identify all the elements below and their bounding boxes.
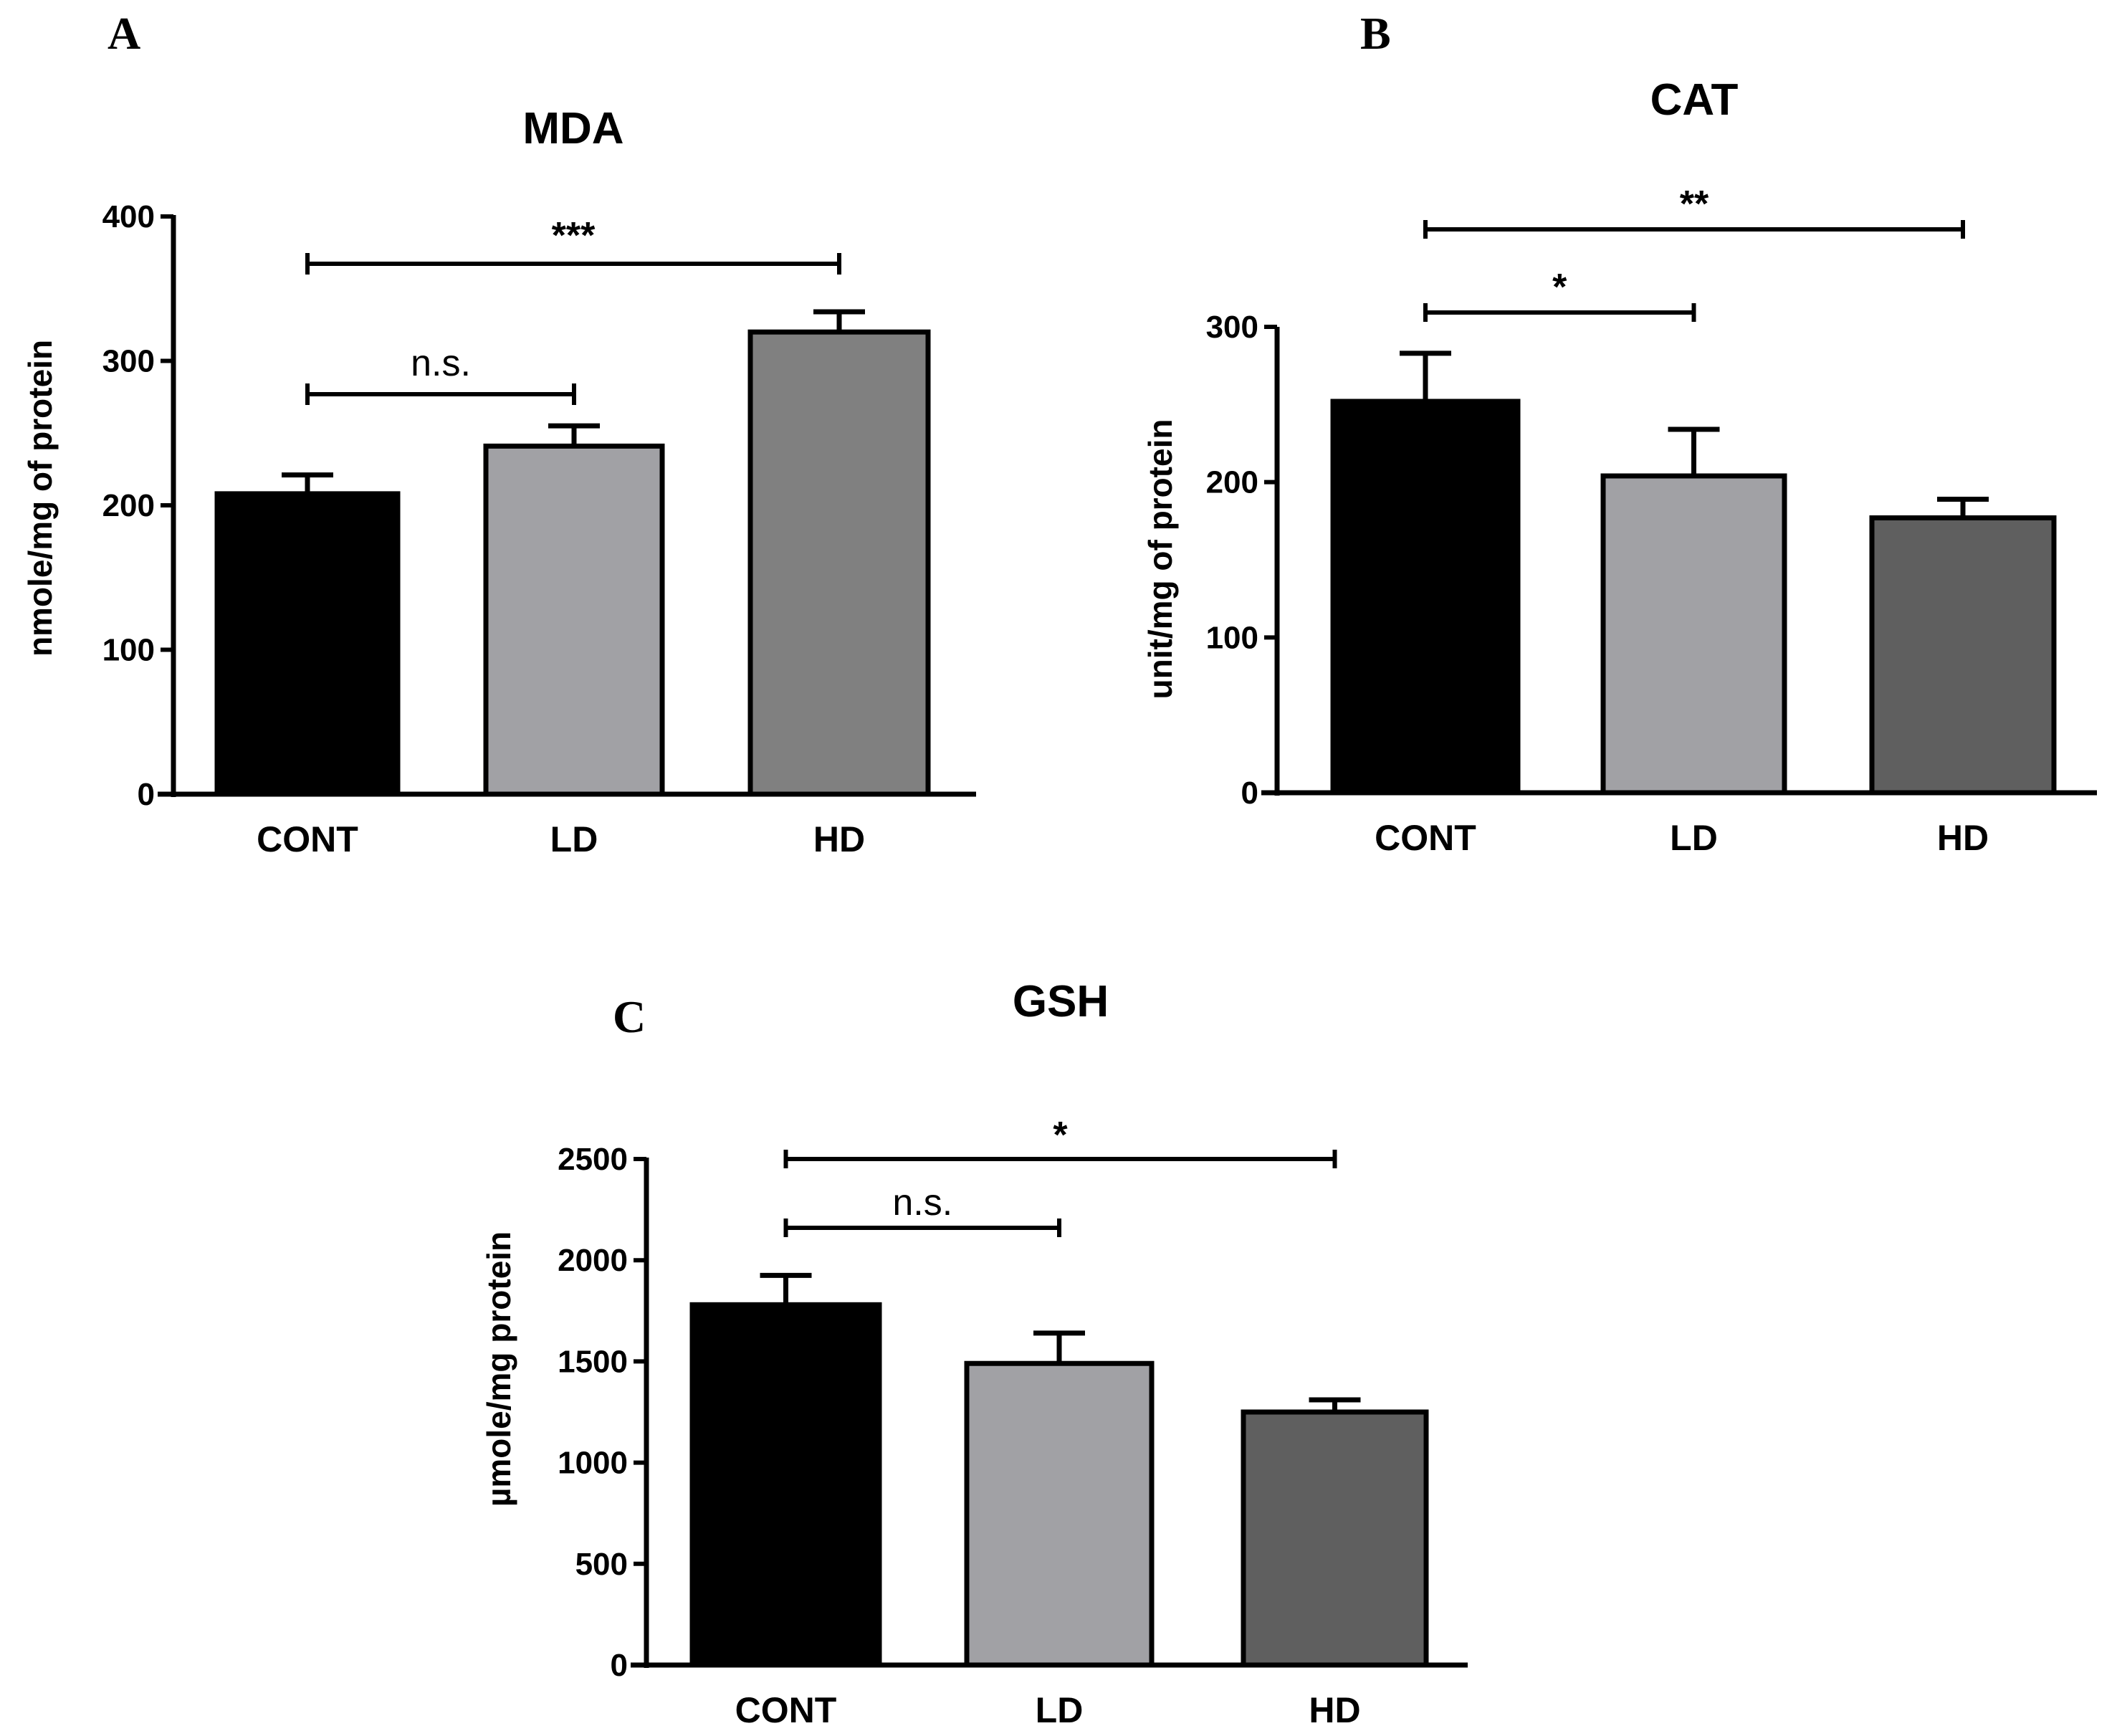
panel-c-letter: C	[613, 991, 646, 1042]
x-tick-label-ld: LD	[550, 819, 598, 859]
y-tick-label: 0	[611, 1648, 628, 1683]
panel-b-cat: B CAT unit/mg of protein 0 100 200 300 CONT L…	[1142, 8, 2097, 858]
panel-c-title: GSH	[1013, 977, 1109, 1026]
y-tick-label: 2500	[558, 1142, 628, 1177]
x-tick-label-cont: CONT	[257, 819, 358, 859]
x-tick-label-ld: LD	[1036, 1690, 1084, 1730]
panel-c-ylabel: µmole/mg protein	[480, 1231, 517, 1507]
y-tick-label: 2000	[558, 1243, 628, 1278]
x-tick-label-hd: HD	[1309, 1690, 1360, 1730]
significance-label: *	[1552, 267, 1567, 308]
bar-cont	[214, 491, 401, 797]
y-tick-label: 200	[102, 488, 155, 523]
y-tick-label: 1500	[558, 1344, 628, 1379]
bar-ld	[964, 1360, 1155, 1668]
x-tick-label-cont: CONT	[735, 1690, 837, 1730]
y-tick-label: 0	[1241, 776, 1258, 811]
x-tick-label-ld: LD	[1670, 818, 1718, 858]
bar-ld	[1600, 473, 1787, 796]
significance-label: n.s.	[411, 343, 471, 384]
y-tick-label: 300	[102, 344, 155, 379]
panel-a-mda: A MDA nmole/mg of protein 0 100 200 300 400 C…	[21, 8, 976, 859]
bar-hd	[1241, 1409, 1429, 1668]
significance-label: *	[1053, 1115, 1068, 1156]
bar-cont	[689, 1302, 882, 1668]
panel-a-ylabel: nmole/mg of protein	[21, 340, 59, 657]
x-tick-label-hd: HD	[813, 819, 865, 859]
x-tick-label-cont: CONT	[1375, 818, 1476, 858]
y-tick-label: 0	[138, 777, 155, 812]
y-tick-label: 100	[1206, 620, 1258, 655]
y-tick-label: 400	[102, 199, 155, 234]
y-tick-label: 200	[1206, 465, 1258, 500]
panel-c-gsh: C GSH µmole/mg protein 0 500 1000 1500 2000 2…	[480, 977, 1468, 1730]
panel-b-letter: B	[1360, 8, 1391, 59]
y-tick-label: 300	[1206, 310, 1258, 345]
significance-label: **	[1680, 183, 1709, 225]
y-tick-label: 500	[575, 1547, 628, 1582]
panel-a-letter: A	[107, 8, 140, 59]
panel-b-title: CAT	[1650, 75, 1739, 125]
panel-b-ylabel: unit/mg of protein	[1142, 419, 1179, 700]
y-tick-label: 100	[102, 633, 155, 668]
significance-label: ***	[552, 215, 596, 257]
bar-hd	[1869, 515, 2057, 796]
x-tick-label-hd: HD	[1937, 818, 1989, 858]
bar-cont	[1330, 399, 1521, 796]
panel-a-title: MDA	[522, 104, 623, 153]
bar-ld	[483, 443, 665, 797]
y-tick-label: 1000	[558, 1446, 628, 1481]
significance-label: n.s.	[892, 1182, 952, 1224]
bar-hd	[747, 329, 931, 797]
